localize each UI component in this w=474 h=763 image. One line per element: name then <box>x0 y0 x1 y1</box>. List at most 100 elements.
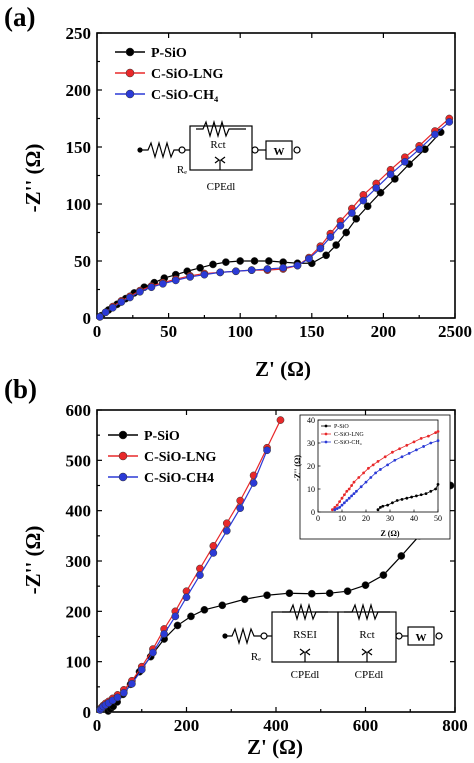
data-point <box>279 263 288 272</box>
inset-data-point <box>436 439 440 443</box>
data-point <box>108 303 117 312</box>
inset-data-point <box>367 466 370 470</box>
legend-marker <box>118 472 128 482</box>
data-point <box>101 308 110 317</box>
panel-a-axes: 0 50 100 150 200 2500 0 50 100 150 200 250 <box>66 24 473 341</box>
y-tick-label: 200 <box>66 81 92 100</box>
data-point <box>171 276 180 285</box>
data-point <box>171 612 180 621</box>
panel-b-re-label: Rₑ <box>251 651 261 663</box>
data-point <box>128 679 136 688</box>
inset-data-point <box>371 463 375 467</box>
inset-data-point <box>335 507 339 510</box>
data-point <box>343 587 352 596</box>
legend-entry: C-SiO-LNG <box>144 450 216 465</box>
data-point <box>240 595 249 604</box>
legend-marker <box>125 89 135 99</box>
inset-data-point <box>379 468 382 471</box>
panel-a-rct-label: Rct <box>210 139 225 151</box>
data-point <box>445 118 454 126</box>
inset-data-point <box>335 503 339 507</box>
inset-data-point <box>374 471 377 475</box>
data-point <box>222 519 231 528</box>
data-point <box>147 283 156 292</box>
data-point <box>326 233 335 241</box>
data-point <box>236 257 245 265</box>
y-tick-label: 250 <box>66 24 92 43</box>
panel-b-series <box>96 416 455 715</box>
data-point <box>209 549 218 557</box>
inset-data-point <box>412 440 416 444</box>
data-point <box>276 416 285 424</box>
panel-b-legend: P-SiO C-SiO-LNG C-SiO-CH4 <box>108 429 216 486</box>
inset-data-point <box>393 458 397 462</box>
data-point <box>307 589 316 598</box>
data-point <box>96 313 104 321</box>
inset-data-point <box>391 501 394 505</box>
x-tick-label: 200 <box>174 716 200 735</box>
inset-y-tick-label: 20 <box>307 462 315 471</box>
inset-data-point <box>422 445 425 448</box>
data-point <box>322 251 330 260</box>
panel-a-x-axis-title: Z' (Ω) <box>255 357 311 381</box>
inset-x-tick-label: 30 <box>386 514 394 523</box>
x-tick-label: 400 <box>263 716 289 735</box>
panel-a-equivalent-circuit <box>137 119 301 171</box>
inset-data-point <box>400 455 404 459</box>
data-point <box>173 621 182 630</box>
panel-b-warburg-label: W <box>416 632 427 644</box>
inset-background <box>299 414 451 540</box>
legend-entry: P-SiO <box>144 429 180 444</box>
inset-y-axis-title: -Z'' (Ω) <box>293 455 302 482</box>
data-point <box>200 270 209 279</box>
inset-data-point <box>383 455 387 459</box>
y-tick-label: 100 <box>66 195 92 214</box>
data-point <box>120 689 128 697</box>
legend-marker <box>118 451 128 461</box>
inset-y-tick-label: 0 <box>311 508 315 517</box>
data-point <box>222 526 231 535</box>
inset-data-point <box>419 493 423 497</box>
data-point <box>232 267 240 276</box>
data-point <box>126 293 134 302</box>
inset-data-point <box>376 460 380 463</box>
inset-data-point <box>338 500 341 504</box>
panel-b-rct-label: Rct <box>359 629 374 641</box>
inset-data-point <box>434 431 437 435</box>
data-point <box>348 209 356 217</box>
inset-data-point <box>347 487 351 491</box>
inset-data-point <box>347 496 351 500</box>
inset-legend-marker <box>324 432 328 436</box>
inset-data-point <box>386 503 389 507</box>
inset-data-point <box>331 508 334 512</box>
inset-x-tick-label: 50 <box>434 514 442 523</box>
x-tick-label: 200 <box>371 322 397 341</box>
inset-data-point <box>427 434 430 438</box>
inset-data-point <box>434 487 437 491</box>
legend-entry: C-SiO-CH4 <box>144 471 214 486</box>
data-point <box>401 157 409 166</box>
inset-data-point <box>436 483 440 486</box>
x-tick-label: 0 <box>93 716 102 735</box>
inset-data-point <box>407 451 411 455</box>
y-tick-label: 150 <box>66 138 92 157</box>
x-tick-label: 150 <box>299 322 325 341</box>
data-point <box>415 145 424 154</box>
y-tick-label: 300 <box>66 552 92 571</box>
inset-data-point <box>350 484 353 487</box>
inset-data-point <box>355 489 358 493</box>
data-point <box>200 605 209 614</box>
y-tick-label: 0 <box>83 703 92 722</box>
inset-legend-marker <box>324 424 328 428</box>
data-point <box>218 601 227 610</box>
inset-data-point <box>415 494 418 498</box>
data-point <box>263 265 272 273</box>
inset-y-tick-label: 30 <box>307 439 315 448</box>
y-tick-label: 400 <box>66 502 92 521</box>
legend-marker <box>125 68 135 78</box>
inset-data-point <box>410 495 413 499</box>
data-point <box>332 241 340 249</box>
x-tick-label: 100 <box>227 322 253 341</box>
inset-legend-marker <box>324 440 328 444</box>
